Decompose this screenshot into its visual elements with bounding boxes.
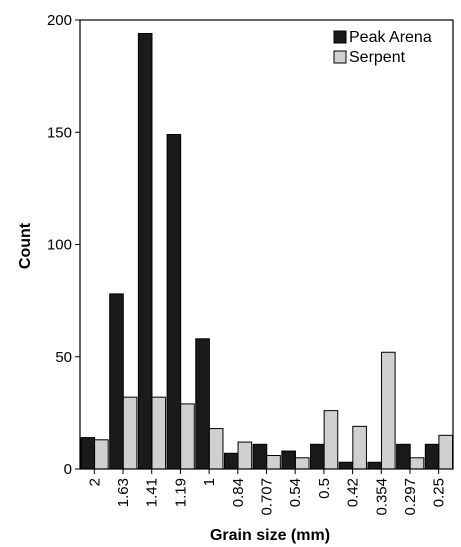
x-tick-label-9: 0.42 [345, 478, 362, 507]
bar-peak-arena-7 [281, 450, 296, 470]
bar-peak-arena-8 [310, 443, 325, 470]
bar-serpent-10 [381, 351, 396, 470]
x-tick-label-5: 0.84 [230, 478, 247, 507]
x-tick-label-3: 1.19 [172, 478, 189, 507]
bar-serpent-5 [237, 441, 253, 470]
x-tick-label-11: 0.297 [402, 478, 419, 516]
bar-serpent-7 [294, 457, 310, 470]
bar-serpent-9 [352, 425, 367, 470]
bar-peak-arena-5 [223, 452, 239, 470]
x-tick-label-2: 1.41 [144, 478, 161, 507]
bar-serpent-0 [94, 439, 109, 470]
bar-serpent-6 [266, 455, 281, 470]
y-tick-label-150: 150 [47, 124, 72, 141]
x-tick-label-12: 0.25 [431, 478, 448, 507]
bar-serpent-12 [438, 434, 454, 470]
x-tick-label-4: 1 [201, 478, 218, 486]
x-axis-title: Grain size (mm) [210, 527, 330, 544]
bar-peak-arena-3 [166, 134, 182, 470]
bar-peak-arena-4 [195, 338, 210, 470]
bar-peak-arena-1 [109, 293, 124, 470]
legend-swatch-0 [333, 30, 347, 44]
bar-peak-arena-2 [137, 32, 153, 470]
y-axis-title: Count [17, 222, 34, 269]
bar-peak-arena-6 [252, 443, 268, 470]
x-tick-label-0: 2 [86, 478, 103, 486]
bar-serpent-3 [180, 403, 195, 470]
y-tick-label-0: 0 [64, 461, 72, 478]
y-tick-label-200: 200 [47, 12, 72, 29]
legend-swatch-1 [333, 50, 347, 64]
bar-serpent-2 [151, 396, 167, 470]
x-tick-label-6: 0.707 [259, 478, 276, 516]
bar-peak-arena-12 [424, 443, 440, 470]
legend-label-1: Serpent [349, 49, 406, 66]
x-tick-label-1: 1.63 [115, 478, 132, 507]
bar-peak-arena-11 [396, 443, 411, 470]
y-tick-label-100: 100 [47, 237, 72, 254]
bar-serpent-1 [122, 396, 138, 470]
bar-serpent-8 [323, 410, 339, 470]
x-tick-label-8: 0.5 [316, 478, 333, 499]
x-tick-label-10: 0.354 [373, 478, 390, 516]
bar-peak-arena-0 [80, 437, 96, 470]
bar-peak-arena-9 [338, 461, 354, 470]
bar-peak-arena-10 [367, 461, 383, 470]
y-tick-label-50: 50 [55, 349, 72, 366]
legend-label-0: Peak Arena [349, 29, 432, 46]
x-tick-label-7: 0.54 [287, 478, 304, 507]
bar-serpent-11 [409, 457, 425, 470]
bar-serpent-4 [208, 428, 224, 470]
